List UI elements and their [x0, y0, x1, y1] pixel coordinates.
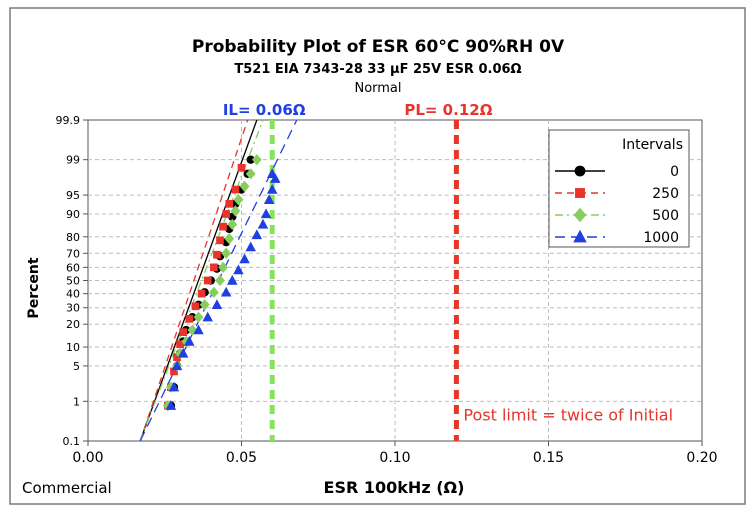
y-axis-label: Percent: [26, 257, 42, 318]
data-point-1000: [227, 274, 238, 285]
data-point-1000: [171, 360, 183, 371]
legend-title: Intervals: [622, 137, 683, 153]
data-point-1000: [266, 168, 278, 179]
data-point-250: [219, 222, 227, 231]
y-tick-label: 70: [66, 247, 80, 260]
data-point-1000: [260, 208, 272, 219]
data-point-1000: [257, 218, 269, 229]
legend-label: 500: [652, 208, 679, 224]
y-tick-label: 20: [66, 318, 80, 331]
data-point-250: [179, 328, 188, 336]
data-point-500: [199, 299, 210, 311]
x-tick-label: 0.00: [72, 450, 103, 466]
chart-subtitle: T521 EIA 7343-28 33 µF 25V ESR 0.06Ω: [234, 62, 521, 77]
y-tick-label: 90: [66, 208, 80, 221]
data-point-250: [222, 210, 230, 218]
y-tick-label: 5: [73, 360, 80, 373]
x-tick-label: 0.20: [686, 450, 717, 466]
data-point-1000: [239, 253, 250, 264]
data-point-1000: [220, 286, 232, 297]
data-point-250: [237, 163, 246, 172]
data-point-500: [208, 286, 219, 298]
fit-line-500: [139, 119, 264, 442]
data-point-500: [251, 154, 262, 166]
data-point-500: [215, 274, 225, 287]
chart-title: Probability Plot of ESR 60°C 90%RH 0V: [192, 37, 565, 57]
legend-marker-0: [574, 165, 586, 177]
data-point-250: [170, 367, 178, 376]
y-tick-label: 60: [66, 261, 80, 274]
data-point-500: [187, 324, 198, 336]
data-point-500: [218, 261, 228, 273]
y-tick-label: 10: [66, 341, 80, 354]
x-tick-label: 0.15: [533, 450, 564, 466]
legend-label: 1000: [643, 230, 679, 246]
data-point-500: [227, 218, 238, 230]
y-tick-label: 80: [66, 231, 80, 244]
data-point-250: [185, 315, 194, 323]
legend-marker-500: [573, 207, 587, 223]
data-point-1000: [202, 311, 213, 322]
data-point-500: [224, 233, 235, 245]
data-point-250: [225, 200, 234, 208]
data-point-1000: [211, 299, 223, 309]
data-point-250: [231, 185, 240, 194]
data-point-250: [173, 353, 181, 361]
distribution-label: Normal: [354, 81, 401, 96]
data-point-1000: [168, 381, 180, 392]
y-tick-label: 30: [66, 302, 80, 315]
data-point-1000: [165, 400, 177, 410]
y-tick-label: 99: [66, 154, 80, 167]
data-point-1000: [263, 194, 275, 204]
data-point-1000: [245, 241, 256, 252]
post-limit-label: PL= 0.12Ω: [404, 101, 492, 119]
initial-limit-label: IL= 0.06Ω: [223, 101, 306, 119]
y-tick-label: 40: [66, 288, 80, 301]
data-point-500: [221, 247, 232, 259]
data-point-500: [230, 205, 241, 217]
y-tick-label: 50: [66, 275, 80, 288]
data-point-250: [213, 250, 221, 259]
data-point-1000: [177, 347, 189, 358]
data-point-500: [181, 335, 192, 348]
x-tick-label: 0.05: [226, 450, 257, 466]
legend-marker-1000: [573, 229, 587, 243]
legend-box: [548, 129, 690, 248]
legend-label: 0: [670, 164, 679, 180]
data-point-500: [245, 168, 256, 180]
data-point-1000: [266, 183, 278, 194]
x-tick-label: 0.10: [379, 450, 410, 466]
fit-line-250: [139, 119, 249, 442]
data-point-1000: [184, 335, 195, 346]
y-tick-label: 95: [66, 189, 80, 202]
post-limit-annotation: Post limit = twice of Initial: [463, 406, 673, 425]
legend-label: 250: [652, 186, 679, 202]
y-tick-label: 1: [73, 395, 80, 408]
data-point-250: [176, 340, 184, 349]
data-point-500: [233, 194, 244, 206]
fit-line-0: [139, 119, 258, 442]
data-point-250: [203, 276, 212, 285]
data-point-1000: [233, 264, 244, 275]
data-point-0: [246, 155, 255, 164]
data-point-1000: [193, 324, 204, 335]
footer-label: Commercial: [22, 479, 112, 497]
y-tick-label: 0.1: [63, 435, 81, 448]
legend-marker-250: [575, 188, 585, 198]
data-point-1000: [251, 229, 263, 240]
data-point-500: [239, 180, 250, 192]
data-point-250: [191, 302, 200, 311]
data-point-500: [193, 311, 204, 323]
x-axis-label: ESR 100kHz (Ω): [324, 478, 465, 497]
y-tick-label: 99.9: [56, 114, 81, 127]
data-point-250: [210, 263, 218, 272]
data-point-250: [216, 236, 224, 245]
data-point-250: [197, 289, 206, 298]
